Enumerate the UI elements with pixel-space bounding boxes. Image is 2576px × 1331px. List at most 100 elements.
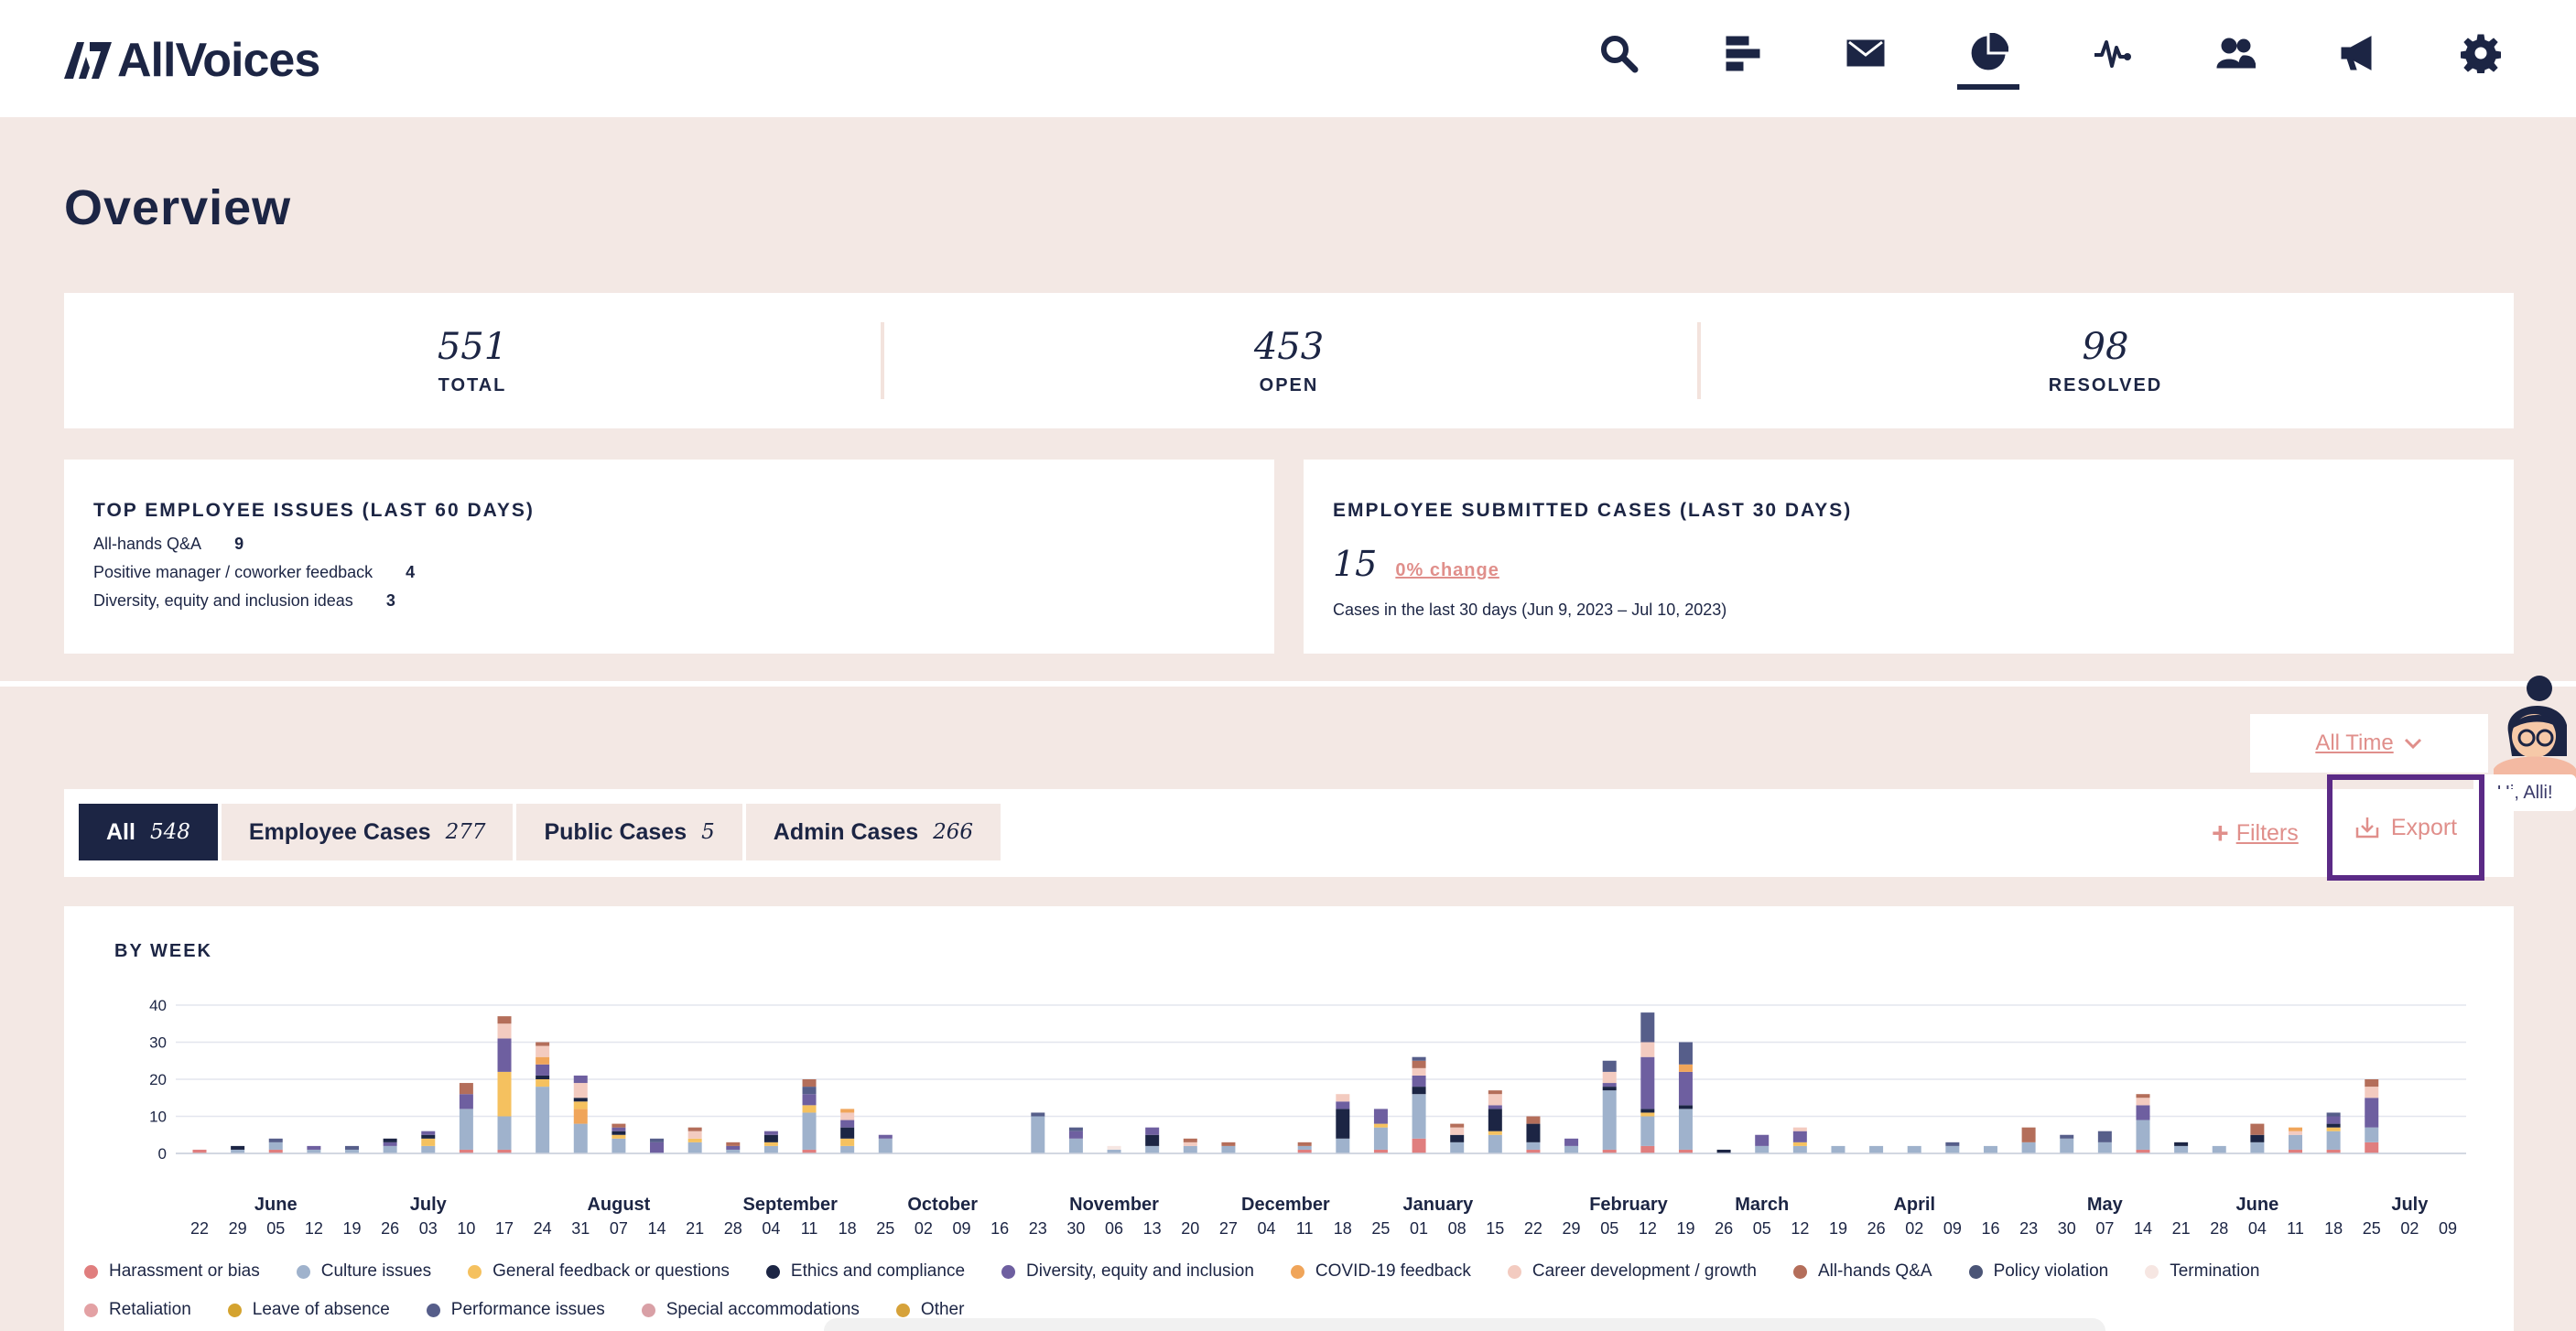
legend-item[interactable]: All-hands Q&A	[1792, 1261, 1932, 1282]
people-icon[interactable]	[2210, 27, 2261, 79]
legend-item[interactable]: Policy violation	[1968, 1261, 2108, 1282]
bar-segment	[802, 1087, 817, 1095]
bar-segment	[2365, 1098, 2379, 1128]
stat-value: 98	[2082, 325, 2129, 368]
month-label: December	[1241, 1195, 1330, 1215]
gear-icon[interactable]	[2455, 27, 2506, 79]
bar-segment	[1526, 1142, 1541, 1150]
pulse-icon[interactable]	[2087, 27, 2138, 79]
legend-item[interactable]: Retaliation	[84, 1300, 191, 1320]
change-link[interactable]: 0% change	[1395, 560, 1499, 580]
issue-count: 4	[406, 563, 416, 581]
x-tick-label: 12	[305, 1219, 323, 1238]
x-tick-label: 14	[2134, 1219, 2152, 1238]
assistant-greeting[interactable]: Hi, Alli!	[2473, 774, 2576, 811]
legend-swatch	[426, 1303, 440, 1317]
issue-row: Positive manager / coworker feedback 4	[93, 563, 1245, 582]
bar-segment	[802, 1149, 817, 1153]
legend-item[interactable]: COVID-19 feedback	[1290, 1261, 1471, 1282]
legend-item[interactable]: Harassment or bias	[84, 1261, 260, 1282]
legend-swatch	[2145, 1264, 2159, 1279]
bar-segment	[231, 1145, 245, 1150]
bar-segment	[1831, 1145, 1845, 1153]
tab-public-cases[interactable]: Public Cases 5	[516, 804, 742, 860]
bar-segment	[840, 1138, 855, 1146]
bar-segment	[1792, 1127, 1807, 1131]
bar-segment	[536, 1087, 550, 1153]
export-button[interactable]: Export	[2327, 774, 2484, 881]
legend-item[interactable]: General feedback or questions	[468, 1261, 730, 1282]
legend-swatch	[468, 1264, 482, 1279]
megaphone-icon[interactable]	[2332, 27, 2384, 79]
bar-segment	[1488, 1094, 1502, 1106]
stat-open[interactable]: 453 OPEN	[881, 293, 1697, 428]
bar-segment	[421, 1138, 436, 1146]
time-range-dropdown[interactable]: All Time	[2250, 714, 2488, 773]
legend-item[interactable]: Career development / growth	[1507, 1261, 1757, 1282]
legend-item[interactable]: Performance issues	[426, 1300, 605, 1320]
allvoices-logo[interactable]: AllVoices	[64, 33, 320, 88]
bar-segment	[840, 1112, 855, 1120]
reports-icon[interactable]	[1717, 27, 1769, 79]
stat-resolved[interactable]: 98 RESOLVED	[1697, 293, 2514, 428]
x-tick-label: 02	[915, 1219, 933, 1238]
filters-button[interactable]: + Filters	[2212, 817, 2299, 850]
month-label: March	[1735, 1195, 1789, 1215]
x-tick-label: 23	[2019, 1219, 2038, 1238]
tab-count: 548	[149, 820, 190, 844]
bar-segment	[1983, 1145, 1997, 1153]
analytics-icon[interactable]	[1963, 27, 2014, 79]
legend-item[interactable]: Special accommodations	[641, 1300, 860, 1320]
x-tick-label: 11	[2287, 1219, 2304, 1238]
y-tick-label: 30	[149, 1034, 167, 1052]
legend-item[interactable]: Termination	[2145, 1261, 2259, 1282]
legend-item[interactable]: Culture issues	[296, 1261, 431, 1282]
mail-icon[interactable]	[1840, 27, 1891, 79]
legend-item[interactable]: Other	[895, 1300, 964, 1320]
stat-total[interactable]: 551 TOTAL	[64, 293, 881, 428]
bar-segment	[307, 1149, 321, 1153]
legend-label: COVID-19 feedback	[1315, 1261, 1471, 1281]
tab-all[interactable]: All 548	[79, 804, 218, 860]
bar-segment	[2365, 1127, 2379, 1142]
time-range-label: All Time	[2315, 730, 2394, 755]
bar-segment	[1145, 1134, 1160, 1146]
bar-segment	[2097, 1131, 2112, 1142]
x-tick-label: 26	[1715, 1219, 1733, 1238]
x-tick-label: 29	[1563, 1219, 1581, 1238]
bar-segment	[421, 1131, 436, 1135]
bar-segment	[1450, 1142, 1465, 1153]
x-tick-label: 30	[1066, 1219, 1085, 1238]
bar-segment	[1373, 1123, 1388, 1128]
bar-segment	[497, 1071, 512, 1117]
bar-segment	[1678, 1071, 1693, 1106]
issue-label: All-hands Q&A	[93, 535, 202, 553]
bar-segment	[1373, 1149, 1388, 1153]
tab-admin-cases[interactable]: Admin Cases 266	[745, 804, 1001, 860]
bar-segment	[1755, 1134, 1770, 1146]
bar-segment	[345, 1149, 360, 1153]
legend-item[interactable]: Ethics and compliance	[765, 1261, 965, 1282]
bar-segment	[1869, 1145, 1884, 1153]
bar-segment	[802, 1079, 817, 1088]
x-tick-label: 04	[2248, 1219, 2267, 1238]
bar-segment	[1792, 1131, 1807, 1142]
legend-item[interactable]: Leave of absence	[227, 1300, 390, 1320]
bar-segment	[1183, 1145, 1197, 1153]
search-icon[interactable]	[1593, 27, 1644, 79]
legend-label: General feedback or questions	[492, 1261, 730, 1281]
x-tick-label: 25	[876, 1219, 894, 1238]
x-tick-label: 18	[2324, 1219, 2343, 1238]
x-tick-label: 04	[1258, 1219, 1276, 1238]
tab-count: 277	[445, 820, 486, 844]
legend-swatch	[641, 1303, 655, 1317]
bar-segment	[2365, 1142, 2379, 1153]
submitted-caption: Cases in the last 30 days (Jun 9, 2023 –…	[1333, 601, 1727, 619]
bar-segment	[840, 1120, 855, 1128]
legend-swatch	[1001, 1264, 1016, 1279]
legend-item[interactable]: Diversity, equity and inclusion	[1001, 1261, 1254, 1282]
bar-segment	[497, 1038, 512, 1072]
tab-employee-cases[interactable]: Employee Cases 277	[221, 804, 514, 860]
bar-segment	[763, 1131, 778, 1135]
assistant-avatar[interactable]	[2475, 668, 2576, 778]
